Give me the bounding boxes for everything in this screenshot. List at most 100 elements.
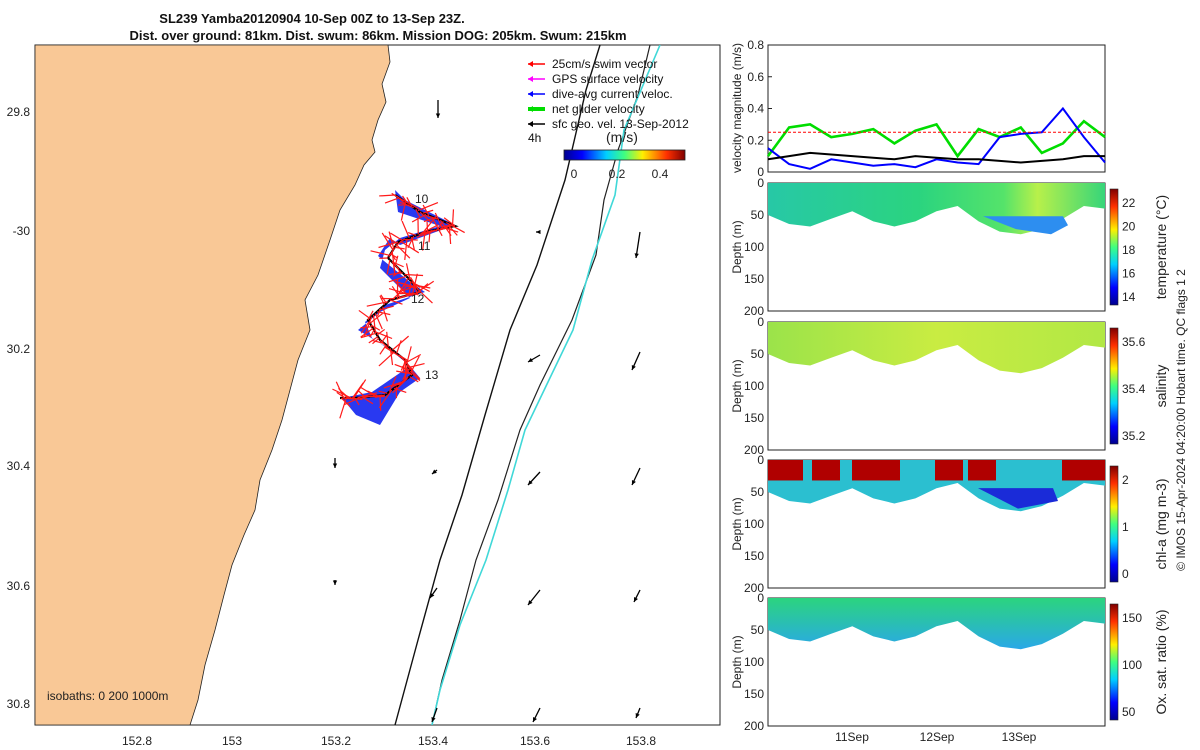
swim-vector (401, 220, 410, 239)
lon-tick: 153.6 (520, 734, 550, 748)
swim-vector (395, 244, 411, 259)
depth-label: Depth (m) (730, 359, 744, 412)
swim-vector (358, 309, 371, 319)
swim-vector (396, 340, 402, 354)
colorbar-tick: 150 (1122, 611, 1142, 625)
section-panel: 0 50 100 150 200 Depth (m) 2 1 0 chl-a (mg m-3) (730, 453, 1169, 595)
swim-vector (388, 272, 403, 276)
swim-vector (440, 224, 453, 228)
swim-vector (406, 346, 412, 364)
high-chl-patch (935, 460, 963, 481)
colorbar-label: temperature (°C) (1153, 195, 1169, 299)
depth-tick: 0 (757, 453, 764, 467)
swim-vector (370, 250, 390, 256)
swim-vector (422, 209, 434, 214)
swim-vector (415, 208, 421, 218)
colorbar-tick: 0.2 (609, 167, 626, 181)
swim-vector (381, 232, 394, 251)
isobaths-note: isobaths: 0 200 1000m (47, 689, 168, 703)
swim-vector (395, 238, 406, 247)
lat-tick: -30 (13, 224, 31, 238)
day-label: 11 (418, 239, 431, 253)
legend-time: 4h (528, 131, 541, 145)
depth-tick: 200 (744, 719, 764, 733)
swim-vector (406, 197, 413, 207)
swim-vector (384, 346, 404, 359)
swim-vector (380, 294, 387, 304)
velocity-series-line (767, 106, 1106, 170)
swim-vector (409, 376, 419, 383)
low-chl-patch (978, 488, 1058, 509)
section-panel: 0 50 100 150 200 Depth (m) 22 20 18 16 14 temperatu… (730, 176, 1169, 318)
swim-vector (362, 396, 374, 405)
swim-vector (388, 231, 395, 249)
swim-vector (376, 328, 386, 336)
swim-vector (372, 340, 385, 344)
geo-arrowhead (634, 253, 639, 258)
colorbar-tick: 35.6 (1122, 335, 1146, 349)
land (35, 45, 391, 725)
depth-tick: 200 (744, 443, 764, 457)
legend-arrowhead (528, 76, 533, 82)
colorbar-tick: 16 (1122, 267, 1136, 281)
depth-label: Depth (m) (730, 220, 744, 273)
swim-vector (378, 351, 395, 367)
swim-vector (417, 288, 433, 304)
lon-tick: 153.8 (626, 734, 656, 748)
lon-tick-labels: 152.8 153 153.2 153.4 153.6 153.8 (122, 734, 656, 748)
swim-vector (368, 336, 379, 344)
swim-vector (381, 334, 388, 343)
swim-vector (374, 331, 393, 340)
swim-vector (420, 224, 439, 235)
velocity-series-line (767, 151, 1105, 164)
velocity-panel: 0.8 0.6 0.4 0.2 0 velocity magnitude (m/s) (730, 38, 1106, 179)
swim-vector (391, 261, 404, 268)
geo-arrowhead (635, 713, 640, 718)
swim-vector (417, 283, 429, 294)
depth-tick: 50 (751, 485, 765, 499)
depth-tick: 50 (751, 623, 765, 637)
high-chl-patch (1062, 460, 1105, 481)
high-chl-patch (768, 460, 803, 481)
swim-vector (388, 247, 395, 257)
swim-vector (422, 204, 430, 216)
swim-vector (379, 395, 382, 411)
depth-tick: 150 (744, 549, 764, 563)
swim-vector (390, 232, 403, 241)
depth-tick: 100 (744, 517, 764, 531)
colorbar-tick: 18 (1122, 243, 1136, 257)
lat-tick: 29.8 (7, 105, 31, 119)
section-colorbar (1109, 603, 1119, 721)
swim-vector (394, 280, 408, 296)
swim-vector (444, 227, 459, 233)
lon-tick: 153 (222, 734, 242, 748)
lat-tick: 30.8 (7, 697, 31, 711)
swim-vector (409, 370, 421, 382)
geo-arrowhead (528, 357, 533, 362)
cold-water-patch (983, 216, 1068, 235)
swim-vector (392, 262, 400, 270)
velocity-ytick: 0 (757, 165, 764, 179)
colorbar-tick: 22 (1122, 196, 1136, 210)
swim-vector (390, 253, 399, 259)
swim-vector (383, 381, 404, 389)
swim-vector (335, 381, 345, 399)
velocity-series (766, 106, 1106, 170)
swim-vector (393, 387, 407, 393)
depth-label: Depth (m) (730, 635, 744, 688)
swim-vector (394, 255, 399, 266)
legend-label: 25cm/s swim vector (552, 57, 657, 71)
swim-vector (398, 354, 409, 362)
lon-tick: 153.2 (321, 734, 351, 748)
swim-vector (378, 305, 394, 311)
velocity-ytick: 0.2 (747, 133, 764, 147)
day-label: 12 (411, 292, 425, 306)
section-colorbar (1109, 327, 1119, 445)
time-tick-labels: 11Sep 12Sep 13Sep (835, 730, 1037, 744)
geo-arrowhead (528, 600, 533, 605)
swim-vector (414, 284, 431, 289)
